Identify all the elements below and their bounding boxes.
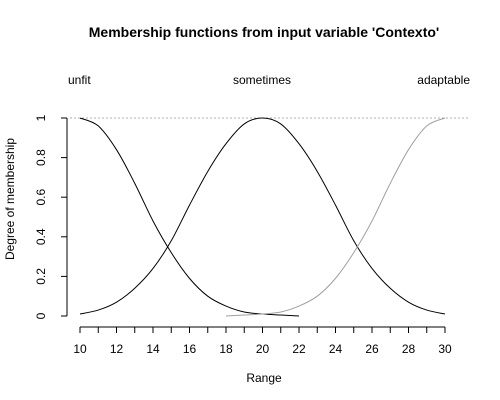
y-tick-label: 1 xyxy=(34,114,48,121)
series-line-unfit xyxy=(79,117,300,317)
x-tick-label: 30 xyxy=(438,342,452,356)
y-axis-label: Degree of membership xyxy=(3,138,17,260)
x-tick-label: 16 xyxy=(183,342,197,356)
y-tick-label: 0.8 xyxy=(34,149,48,166)
series-label-adaptable: adaptable xyxy=(417,73,470,87)
y-tick-label: 0.2 xyxy=(34,268,48,285)
y-tick-label: 0.4 xyxy=(34,228,48,245)
y-tick-label: 0 xyxy=(34,312,48,319)
x-tick-label: 12 xyxy=(110,342,124,356)
series-label-sometimes: sometimes xyxy=(233,73,291,87)
y-tick-label: 0.6 xyxy=(34,189,48,206)
x-tick-label: 22 xyxy=(292,342,306,356)
x-tick-label: 26 xyxy=(365,342,379,356)
x-tick-label: 10 xyxy=(73,342,87,356)
series-line-adaptable xyxy=(225,117,446,317)
x-tick-label: 24 xyxy=(329,342,343,356)
x-axis: 10 12 14 16 18 20 22 24 26 28 30 xyxy=(73,326,452,356)
series-label-unfit: unfit xyxy=(68,73,91,87)
x-tick-label: 18 xyxy=(219,342,233,356)
x-tick-label: 14 xyxy=(146,342,160,356)
y-axis: 0 0.2 0.4 0.6 0.8 1 xyxy=(34,114,68,319)
series-group xyxy=(79,117,446,317)
series-line-sometimes xyxy=(79,117,446,315)
x-tick-label: 20 xyxy=(256,342,270,356)
x-tick-label: 28 xyxy=(402,342,416,356)
x-axis-label: Range xyxy=(246,371,282,385)
chart-title: Membership functions from input variable… xyxy=(89,24,439,40)
